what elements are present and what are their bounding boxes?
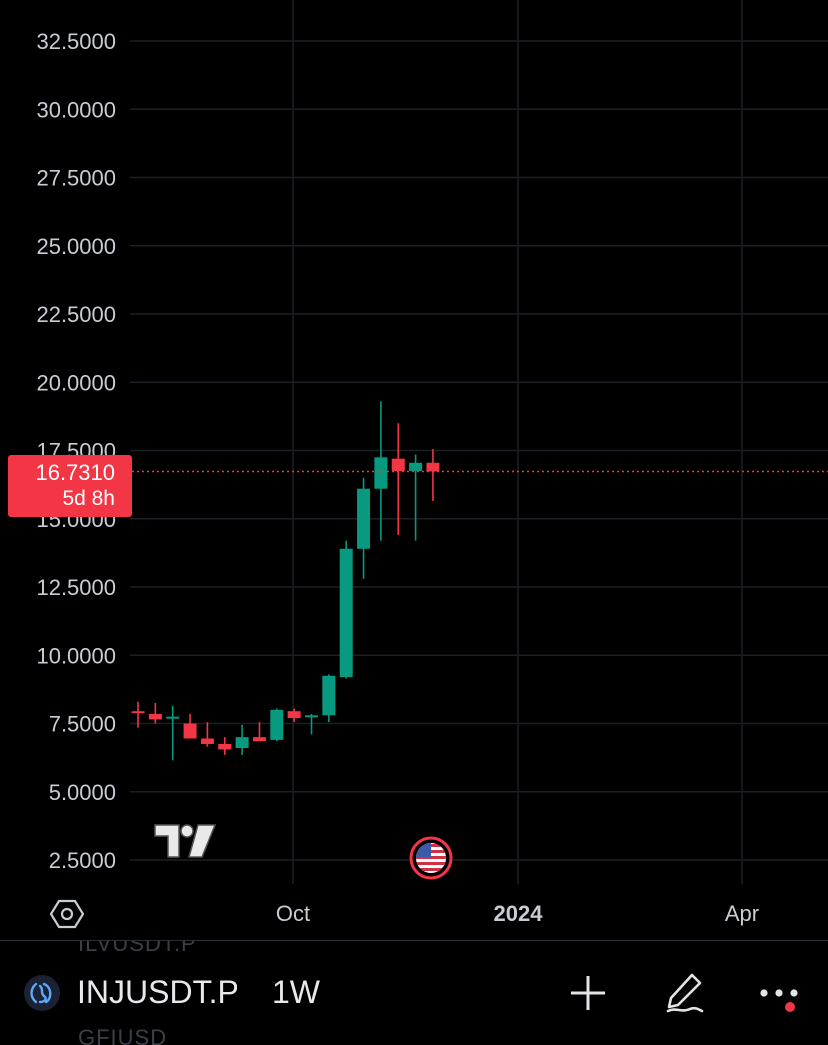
candle-body <box>218 743 232 750</box>
candle-body <box>426 462 440 472</box>
candle-body <box>409 462 423 471</box>
x-tick-label: Oct <box>276 901 310 926</box>
candle-body <box>166 716 180 719</box>
candle-body <box>200 738 214 744</box>
interval-selector[interactable]: 1W <box>272 974 320 1010</box>
time-axis: Oct 2024 Apr <box>276 901 759 926</box>
tradingview-logo <box>154 824 217 858</box>
price-axis: 32.5000 30.0000 27.5000 25.0000 22.5000 20.00… <box>36 29 116 873</box>
y-tick-label: 10.0000 <box>36 643 116 668</box>
candle-body <box>305 715 318 718</box>
us-flag-icon[interactable] <box>409 836 453 880</box>
candle-body <box>357 488 371 549</box>
x-tick-label: Apr <box>725 901 759 926</box>
bottom-toolbar: ILVUSDT.P INJUSDT.P 1W GFIUSD <box>0 940 828 1045</box>
more-dots-icon[interactable] <box>758 971 802 1015</box>
chart-grid <box>130 0 828 884</box>
y-tick-label: 20.0000 <box>36 370 116 395</box>
notification-badge <box>785 1002 795 1012</box>
y-tick-label: 12.5000 <box>36 575 116 600</box>
y-tick-label: 7.5000 <box>49 712 116 737</box>
candle-body <box>131 711 145 714</box>
candle-body <box>339 548 353 678</box>
injective-logo-icon <box>24 975 60 1011</box>
symbol-name[interactable]: INJUSDT.P <box>77 974 237 1010</box>
candle-body <box>270 709 284 740</box>
next-symbol-ghost: GFIUSD <box>78 1025 168 1045</box>
candle-body <box>235 737 249 749</box>
y-tick-label: 30.0000 <box>36 97 116 122</box>
candle-body <box>148 713 162 720</box>
candle-body <box>322 675 336 716</box>
y-tick-label: 2.5000 <box>49 848 116 873</box>
last-price-value: 16.7310 <box>35 460 115 485</box>
candle-body <box>287 711 301 719</box>
pen-icon[interactable] <box>662 971 706 1015</box>
y-tick-label: 32.5000 <box>36 29 116 54</box>
candle-body <box>391 458 405 471</box>
y-tick-label: 27.5000 <box>36 166 116 191</box>
x-tick-label: 2024 <box>494 901 544 926</box>
chart-settings-icon[interactable] <box>50 897 84 931</box>
candle-body <box>183 723 197 739</box>
injective-glyph <box>30 982 52 1004</box>
candle-series <box>131 401 440 761</box>
price-chart[interactable]: 32.5000 30.0000 27.5000 25.0000 22.5000 20.00… <box>0 0 828 940</box>
plus-icon[interactable] <box>566 971 610 1015</box>
y-tick-label: 22.5000 <box>36 302 116 327</box>
last-price-label: 16.7310 5d 8h <box>8 455 132 517</box>
bar-countdown: 5d 8h <box>62 487 115 510</box>
candle-body <box>252 737 266 742</box>
prev-symbol-ghost: ILVUSDT.P <box>78 940 197 956</box>
candle-body <box>374 457 388 489</box>
y-tick-label: 25.0000 <box>36 234 116 259</box>
y-tick-label: 5.0000 <box>49 780 116 805</box>
